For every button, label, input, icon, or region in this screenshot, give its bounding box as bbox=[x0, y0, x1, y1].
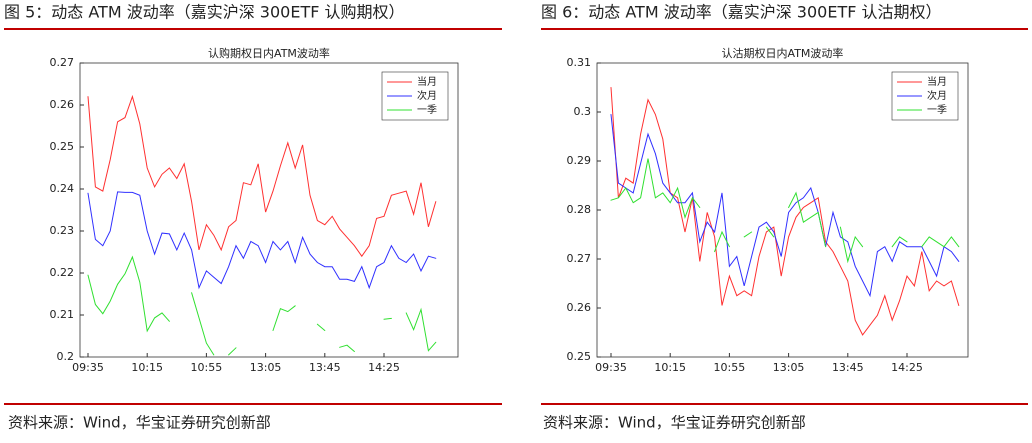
y-tick-label: 0.2 bbox=[57, 350, 75, 363]
y-tick-label: 0.25 bbox=[50, 140, 75, 153]
legend-label: 一季 bbox=[927, 104, 947, 116]
x-tick-label: 14:25 bbox=[891, 361, 923, 374]
series-line bbox=[610, 158, 960, 264]
legend-label: 当月 bbox=[927, 75, 947, 88]
x-tick-label: 10:55 bbox=[714, 361, 746, 374]
x-tick-label: 14:25 bbox=[368, 361, 400, 374]
footer-rule bbox=[541, 403, 1028, 405]
header-rule bbox=[4, 28, 502, 30]
figure-caption: 图 5：动态 ATM 波动率（嘉实沪深 300ETF 认购期权） bbox=[4, 3, 405, 22]
x-tick-label: 10:15 bbox=[654, 361, 686, 374]
source-note: 资料来源：Wind，华宝证券研究创新部 bbox=[543, 414, 806, 432]
series-line bbox=[610, 87, 960, 336]
x-tick-label: 13:45 bbox=[309, 361, 341, 374]
y-tick-label: 0.27 bbox=[567, 252, 592, 265]
legend-label: 次月 bbox=[417, 89, 437, 102]
x-tick-label: 13:05 bbox=[773, 361, 805, 374]
y-tick-label: 0.26 bbox=[50, 98, 75, 111]
chart-title: 认沽期权日内ATM波动率 bbox=[722, 46, 844, 60]
y-tick-label: 0.21 bbox=[50, 308, 75, 321]
y-tick-label: 0.26 bbox=[567, 301, 592, 314]
legend-label: 次月 bbox=[927, 89, 947, 102]
x-tick-label: 09:35 bbox=[595, 361, 627, 374]
y-tick-label: 0.3 bbox=[574, 105, 592, 118]
series-line bbox=[87, 191, 437, 290]
figure-caption: 图 6：动态 ATM 波动率（嘉实沪深 300ETF 认沽期权） bbox=[541, 3, 942, 22]
x-tick-label: 10:55 bbox=[191, 361, 223, 374]
y-tick-label: 0.22 bbox=[50, 266, 75, 279]
y-tick-label: 0.24 bbox=[50, 182, 75, 195]
x-tick-label: 13:05 bbox=[250, 361, 282, 374]
y-tick-label: 0.31 bbox=[567, 56, 592, 69]
series-line bbox=[87, 94, 437, 258]
footer-rule bbox=[4, 403, 502, 405]
series-line bbox=[87, 255, 437, 356]
x-tick-label: 09:35 bbox=[72, 361, 104, 374]
y-tick-label: 0.23 bbox=[50, 224, 75, 237]
y-tick-label: 0.29 bbox=[567, 154, 592, 167]
source-note: 资料来源：Wind，华宝证券研究创新部 bbox=[8, 414, 271, 432]
legend-label: 一季 bbox=[417, 104, 437, 116]
x-tick-label: 10:15 bbox=[131, 361, 163, 374]
y-tick-label: 0.28 bbox=[567, 203, 592, 216]
y-tick-label: 0.25 bbox=[567, 350, 592, 363]
legend-label: 当月 bbox=[417, 75, 437, 88]
chart-title: 认购期权日内ATM波动率 bbox=[208, 46, 330, 60]
y-tick-label: 0.27 bbox=[50, 56, 75, 69]
series-line bbox=[610, 114, 960, 298]
header-rule bbox=[541, 28, 1028, 30]
x-tick-label: 13:45 bbox=[832, 361, 864, 374]
